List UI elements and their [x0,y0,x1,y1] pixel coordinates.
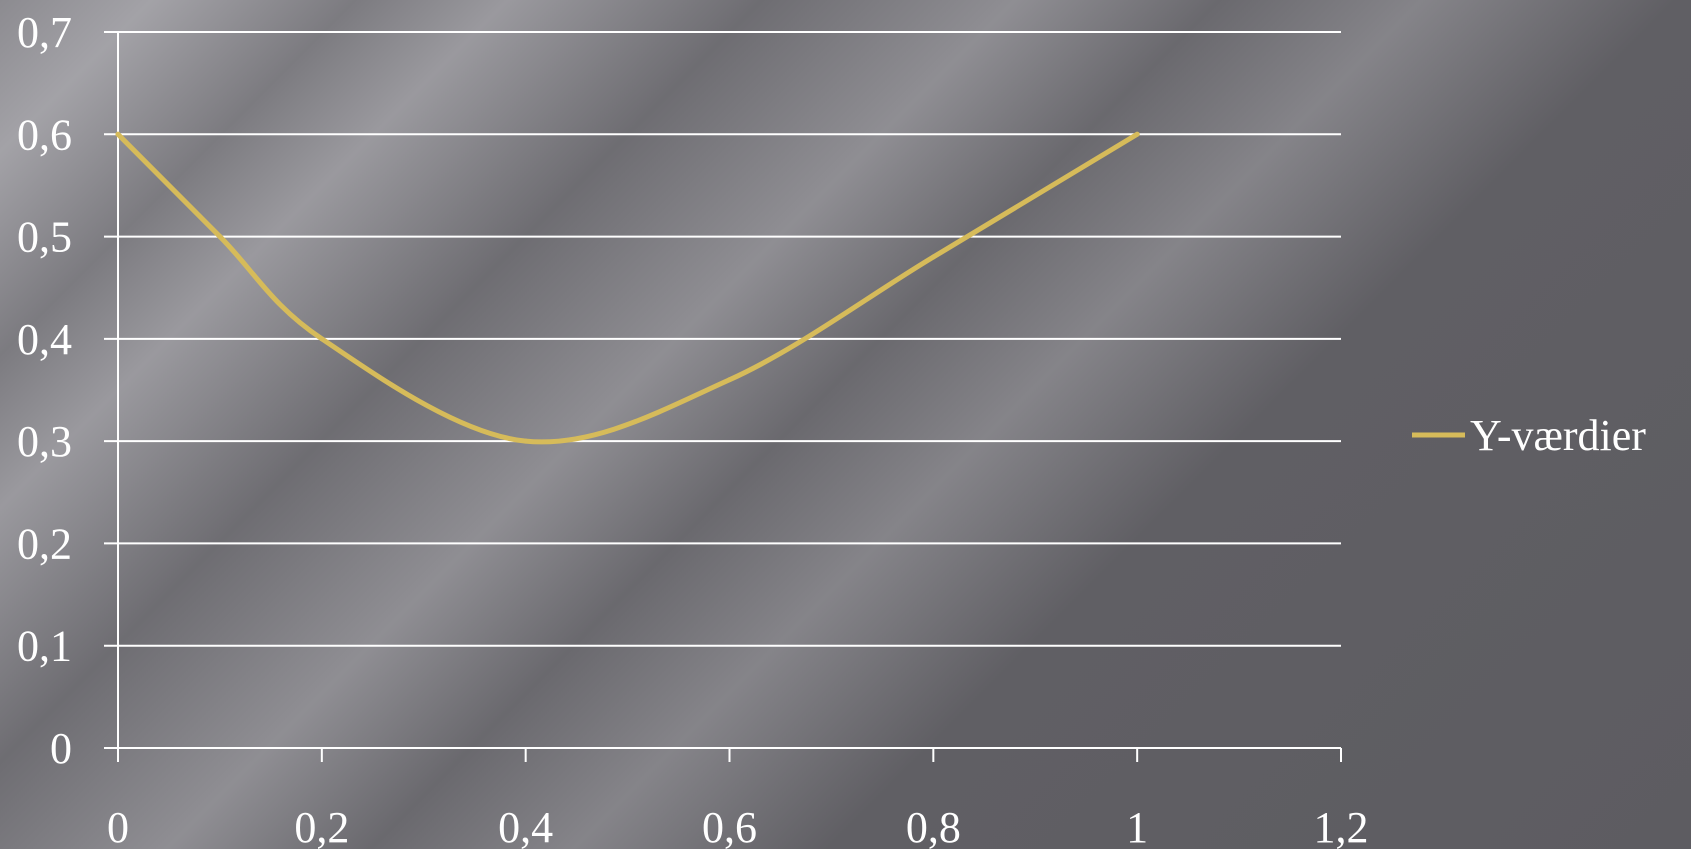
x-tick-label: 0 [107,803,129,849]
series-line [115,131,1140,445]
y-tick-label: 0,1 [17,622,72,671]
data-point [217,234,223,240]
series-layer [115,131,1140,445]
axes: 0 0,1 0,2 0,3 0,4 0,5 0,6 0,7 0 0,2 0,4 0,6 0,8 1 1,2 [17,8,1369,849]
x-tick-label: 1 [1126,803,1148,849]
y-tick-label: 0,4 [17,315,72,364]
x-tick-label: 1,2 [1314,803,1369,849]
x-tick-label: 0,8 [906,803,961,849]
data-point [319,336,325,342]
legend-label: Y-værdier [1470,411,1646,460]
y-tick-label: 0 [50,724,72,773]
data-point [115,131,121,137]
data-point [930,254,936,260]
x-tick-label: 0,2 [294,803,349,849]
y-tick-label: 0,5 [17,213,72,262]
data-point [727,377,732,383]
data-point [523,438,529,444]
x-tick-label: 0,6 [702,803,757,849]
data-point [1134,131,1140,137]
legend: Y-værdier [1412,411,1646,460]
y-tick-label: 0,7 [17,8,72,57]
y-tick-label: 0,3 [17,417,72,466]
x-tick-label: 0,4 [498,803,553,849]
y-tick-label: 0,6 [17,110,72,159]
y-tick-label: 0,2 [17,519,72,568]
gridlines [104,31,1341,647]
